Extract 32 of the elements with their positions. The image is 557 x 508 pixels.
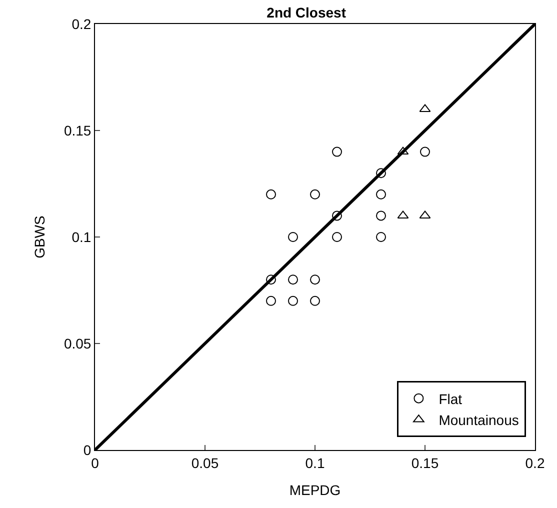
point — [376, 189, 386, 200]
legend-label: Mountainous — [438, 412, 519, 428]
point — [332, 232, 342, 242]
y-tick-label: 0.15 — [64, 122, 92, 138]
x-tick-label: 0.05 — [191, 454, 219, 471]
x-tick-label: 0.2 — [525, 454, 545, 471]
point — [332, 146, 342, 157]
point — [288, 232, 298, 242]
chart-title: 2nd Closest — [266, 4, 346, 20]
x-tick-label: 0.1 — [305, 454, 325, 471]
point — [376, 210, 386, 221]
point — [310, 274, 320, 285]
point — [332, 210, 342, 221]
x-tick-label: 0.15 — [411, 454, 439, 471]
point — [266, 189, 276, 200]
point — [397, 146, 409, 155]
point — [310, 189, 320, 200]
y-tick-label: 0 — [83, 442, 92, 458]
point — [420, 146, 430, 157]
y-tick-label: 0.1 — [72, 228, 92, 245]
point — [288, 274, 298, 285]
point — [310, 296, 320, 306]
point — [266, 296, 276, 306]
y-tick-label: 0.2 — [72, 16, 92, 32]
y-tick-label: 0.05 — [64, 335, 92, 352]
y-axis-title: GBWS — [32, 216, 48, 258]
point — [376, 232, 386, 242]
point — [266, 274, 276, 285]
x-axis-title: MEPDG — [289, 482, 341, 498]
point — [288, 296, 298, 306]
point — [376, 168, 386, 178]
legend-label: Flat — [438, 390, 462, 407]
